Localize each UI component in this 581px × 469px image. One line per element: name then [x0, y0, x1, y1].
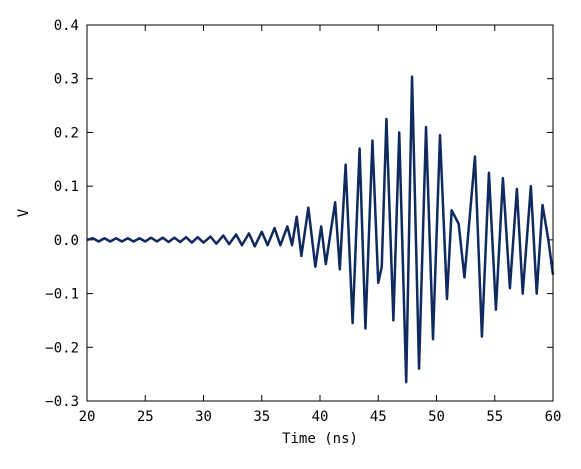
y-axis-label: V: [16, 208, 32, 217]
y-tick-label: −0.3: [45, 394, 79, 410]
x-tick-label: 60: [545, 409, 562, 425]
x-tick-label: 20: [79, 409, 96, 425]
plot-frame: [86, 24, 554, 402]
x-tick-label: 25: [137, 409, 154, 425]
x-tick-label: 30: [195, 409, 212, 425]
x-tick-label: 40: [312, 409, 329, 425]
y-tick-label: 0.3: [54, 72, 79, 88]
x-tick-label: 50: [428, 409, 445, 425]
x-tick-label: 45: [370, 409, 387, 425]
y-tick-label: 0.1: [54, 179, 79, 195]
y-tick-label: −0.2: [45, 340, 79, 356]
x-axis-label: Time (ns): [282, 431, 358, 447]
x-tick-label: 35: [253, 409, 270, 425]
y-tick-label: −0.1: [45, 287, 79, 303]
x-tick-label: 55: [486, 409, 503, 425]
y-tick-label: 0.2: [54, 125, 79, 141]
line-series: [86, 75, 555, 384]
y-tick-label: 0.0: [54, 233, 79, 249]
y-tick-label: 0.4: [54, 18, 79, 34]
